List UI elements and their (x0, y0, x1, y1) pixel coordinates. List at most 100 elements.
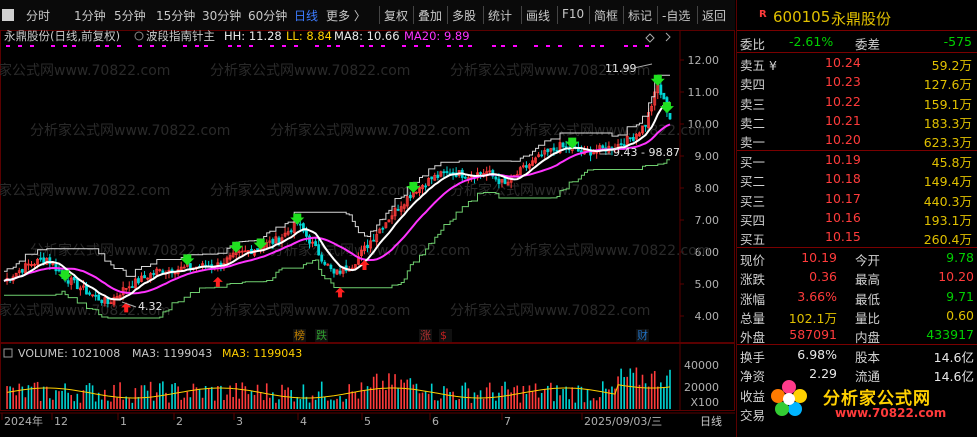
price-axis-label: 6.00 (695, 246, 720, 259)
candle-body (353, 264, 357, 269)
quote-row: 涨跌 0.36 最高 10.20 (737, 268, 977, 287)
candle-body (17, 270, 21, 273)
signal-dash (459, 45, 463, 47)
candle-body (408, 194, 412, 199)
candle-body (463, 176, 467, 179)
toolbar-button-3[interactable]: 统计 (488, 9, 513, 23)
toolbar-separator (521, 6, 522, 24)
date-axis-label: 3 (236, 415, 243, 428)
hh-step-line (4, 74, 670, 277)
candle-body (42, 257, 46, 264)
toolbar-button-0[interactable]: 复权 (384, 9, 409, 23)
candle-body (638, 132, 641, 137)
quote-label: 最高 (855, 272, 881, 288)
period-tab-7[interactable]: 更多 〉 (326, 9, 366, 23)
quote-label: 最低 (855, 291, 881, 307)
signal-dash (228, 45, 232, 47)
candle-body (436, 174, 440, 178)
period-tab-6[interactable]: 日线 (294, 9, 319, 23)
volume-label: VOLUME: 1021008 (18, 347, 120, 360)
volume-checkbox-icon (3, 348, 13, 358)
candle-body (381, 227, 385, 230)
ma20-label: MA20: 9.89 (404, 30, 470, 43)
toolbar-button-6[interactable]: 简框 (594, 9, 619, 23)
candle-body (531, 160, 534, 166)
candle-body (540, 154, 544, 157)
ask-row: 卖二 10.21 183.3万 (737, 112, 977, 131)
event-tag: $ (440, 329, 447, 342)
logo-flower-icon (769, 378, 809, 418)
signal-dash (369, 45, 373, 47)
ask-price: 10.22 (825, 93, 861, 109)
candle-body (158, 269, 162, 272)
settings-circle-icon (134, 31, 144, 41)
divider (737, 30, 977, 31)
period-tab-1[interactable]: 1分钟 (74, 9, 106, 23)
extra-value: 14.6亿 (933, 350, 974, 365)
toolbar-button-9[interactable]: 返回 (702, 9, 727, 23)
signal-dash (282, 45, 286, 47)
menu-square-icon[interactable] (2, 9, 14, 21)
buy-arrow-icon (180, 254, 195, 266)
toolbar-button-5[interactable]: F10 (562, 7, 585, 21)
signal-dash (249, 45, 253, 47)
bid-label: 买三 (740, 193, 766, 209)
period-tab-2[interactable]: 5分钟 (114, 9, 146, 23)
candle-body (631, 137, 635, 141)
signal-dash (63, 45, 67, 47)
quote-value: 0.60 (946, 307, 974, 323)
ask-price: 10.24 (825, 55, 861, 70)
bid-label: 买四 (740, 212, 766, 228)
ask-price: 10.23 (825, 74, 861, 90)
signal-dash (492, 45, 496, 47)
toolbar-button-4[interactable]: 画线 (526, 9, 551, 23)
candle-body (118, 294, 122, 299)
signal-dash (402, 45, 406, 47)
volume-panel-border (0, 343, 735, 411)
signal-dash (237, 45, 241, 47)
quote-row: 外盘 587091 内盘 433917 (737, 326, 977, 345)
event-tag: 榜 (294, 328, 305, 342)
signal-dash (414, 45, 418, 47)
candle-body (402, 204, 406, 209)
candle-body (500, 179, 504, 183)
toolbar-button-2[interactable]: 多股 (452, 9, 477, 23)
quote-value: 9.78 (946, 250, 974, 265)
bid-label: 买五 (740, 232, 766, 248)
ll-label: LL: 8.84 (286, 30, 332, 43)
bid-row: 买一 10.19 45.8万 (737, 151, 977, 170)
divider (737, 344, 977, 345)
period-tab-5[interactable]: 60分钟 (248, 9, 288, 23)
period-tab-0[interactable]: 分时 (26, 9, 51, 23)
candle-body (497, 178, 501, 184)
candle-body (69, 277, 73, 285)
period-tab-4[interactable]: 30分钟 (202, 9, 242, 23)
signal-dash (270, 45, 274, 47)
date-axis-label: 4 (300, 415, 307, 428)
ask-label: 卖四 (740, 77, 766, 93)
candle-body (442, 171, 446, 174)
period-tab-3[interactable]: 15分钟 (156, 9, 196, 23)
buy-arrow-icon (58, 270, 73, 282)
quote-label: 涨跌 (740, 272, 766, 288)
candle-body (525, 165, 528, 168)
toolbar-button-1[interactable]: 叠加 (418, 9, 443, 23)
toolbar-button-7[interactable]: 标记 (628, 9, 653, 23)
diff-label: 委差 (855, 37, 881, 52)
candle-body (528, 164, 531, 169)
extra-label: 换手 (740, 350, 766, 365)
ask-volume: 59.2万 (931, 58, 972, 73)
signal-dash (513, 45, 517, 47)
quote-row: 涨幅 3.66% 最低 9.71 (737, 288, 977, 307)
candle-body (140, 275, 143, 282)
candle-body (549, 148, 553, 152)
candle-body (314, 241, 318, 247)
order-ratio-row: 委比 -2.61% 委差 -575 (737, 33, 977, 52)
toolbar-separator (447, 6, 448, 24)
candle-body (289, 230, 293, 233)
kline-chart[interactable]: 永鼎股份(日线,前复权) 波段指南针主 HH: 11.28 LL: 8.84 MA8: … (0, 30, 735, 437)
toolbar-button-8[interactable]: -自选 (662, 9, 691, 23)
candle-body (668, 113, 672, 120)
quote-value: 3.66% (797, 288, 837, 304)
candle-body (240, 250, 244, 253)
